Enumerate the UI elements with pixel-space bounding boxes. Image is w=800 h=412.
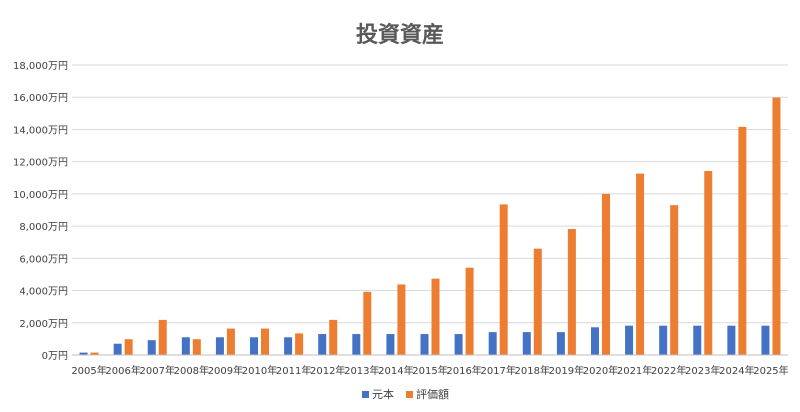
legend: 元本 評価額 xyxy=(362,387,449,401)
x-tick-label: 2021年 xyxy=(617,364,652,377)
x-tick-label: 2024年 xyxy=(719,364,754,377)
bars xyxy=(79,97,781,356)
x-tick-label: 2016年 xyxy=(446,364,481,377)
bar-valuation xyxy=(226,328,235,355)
y-tick-label: 8,000万円 xyxy=(19,222,68,233)
bar-valuation xyxy=(704,171,713,355)
y-tick-label: 12,000万円 xyxy=(13,158,68,169)
y-tick-label: 18,000万円 xyxy=(13,61,68,72)
bar-principal xyxy=(420,334,429,355)
bar-principal xyxy=(727,325,736,355)
y-tick-label: 0万円 xyxy=(42,351,68,362)
bar-valuation xyxy=(124,339,133,355)
bar-valuation xyxy=(158,319,167,355)
x-tick-label: 2019年 xyxy=(549,364,584,377)
bar-valuation xyxy=(363,291,372,355)
legend-swatch xyxy=(406,391,413,398)
x-tick-label: 2005年 xyxy=(71,364,106,377)
bar-principal xyxy=(215,337,224,355)
x-tick-label: 2008年 xyxy=(174,364,209,377)
legend-label: 元本 xyxy=(372,387,394,401)
y-tick-label: 4,000万円 xyxy=(19,287,68,298)
chart-title: 投資資産 xyxy=(356,22,444,48)
bar-principal xyxy=(181,337,190,355)
x-tick-label: 2007年 xyxy=(140,364,175,377)
x-tick-label: 2013年 xyxy=(344,364,379,377)
bar-valuation xyxy=(397,284,406,355)
bar-valuation xyxy=(465,267,474,355)
bar-valuation xyxy=(329,319,338,355)
x-tick-label: 2023年 xyxy=(685,364,720,377)
bar-valuation xyxy=(295,333,304,355)
x-tick-label: 2006年 xyxy=(105,364,140,377)
bar-valuation xyxy=(431,278,440,355)
bar-valuation xyxy=(670,205,679,355)
x-tick-label: 2011年 xyxy=(276,364,311,377)
x-tick-label: 2009年 xyxy=(208,364,243,377)
y-tick-label: 2,000万円 xyxy=(19,319,68,330)
y-tick-label: 10,000万円 xyxy=(13,190,68,201)
bar-valuation xyxy=(636,173,645,355)
x-axis-tick-labels: 2005年2006年2007年2008年2009年2010年2011年2012年… xyxy=(71,364,788,377)
x-tick-label: 2010年 xyxy=(242,364,277,377)
bar-principal xyxy=(113,343,122,355)
y-axis-tick-labels: 0万円 2,000万円 4,000万円 6,000万円 8,000万円 10,000万円 1… xyxy=(13,61,68,362)
x-tick-label: 2022年 xyxy=(651,364,686,377)
bar-principal xyxy=(693,325,702,355)
bar-principal xyxy=(761,325,770,355)
bar-principal xyxy=(250,337,259,355)
bar-valuation xyxy=(533,248,542,355)
bar-principal xyxy=(454,334,463,355)
legend-swatch xyxy=(362,391,369,398)
y-tick-label: 6,000万円 xyxy=(19,254,68,265)
x-tick-label: 2020年 xyxy=(583,364,618,377)
bar-principal xyxy=(659,325,668,355)
bar-principal xyxy=(79,352,88,355)
bar-valuation xyxy=(90,352,99,355)
bar-principal xyxy=(556,332,565,355)
x-tick-label: 2025年 xyxy=(753,364,788,377)
bar-principal xyxy=(522,332,531,355)
bar-principal xyxy=(625,325,634,355)
gridlines xyxy=(72,64,788,324)
bar-valuation xyxy=(772,97,781,356)
bar-principal xyxy=(386,334,395,355)
bar-valuation xyxy=(192,339,201,355)
x-tick-label: 2017年 xyxy=(480,364,515,377)
bar-principal xyxy=(318,334,327,355)
bar-principal xyxy=(488,332,497,355)
legend-label: 評価額 xyxy=(416,387,449,401)
x-tick-label: 2014年 xyxy=(378,364,413,377)
x-tick-label: 2015年 xyxy=(412,364,447,377)
bar-principal xyxy=(590,327,599,355)
bar-principal xyxy=(147,340,156,355)
bar-valuation xyxy=(567,229,576,355)
bar-valuation xyxy=(261,328,270,355)
y-tick-label: 16,000万円 xyxy=(13,93,68,104)
bar-valuation xyxy=(499,204,508,355)
y-tick-label: 14,000万円 xyxy=(13,125,68,136)
bar-valuation xyxy=(601,193,610,355)
bar-valuation xyxy=(738,126,747,355)
x-tick-label: 2012年 xyxy=(310,364,345,377)
bar-principal xyxy=(352,334,361,355)
x-tick-label: 2018年 xyxy=(515,364,550,377)
bar-principal xyxy=(284,337,293,355)
